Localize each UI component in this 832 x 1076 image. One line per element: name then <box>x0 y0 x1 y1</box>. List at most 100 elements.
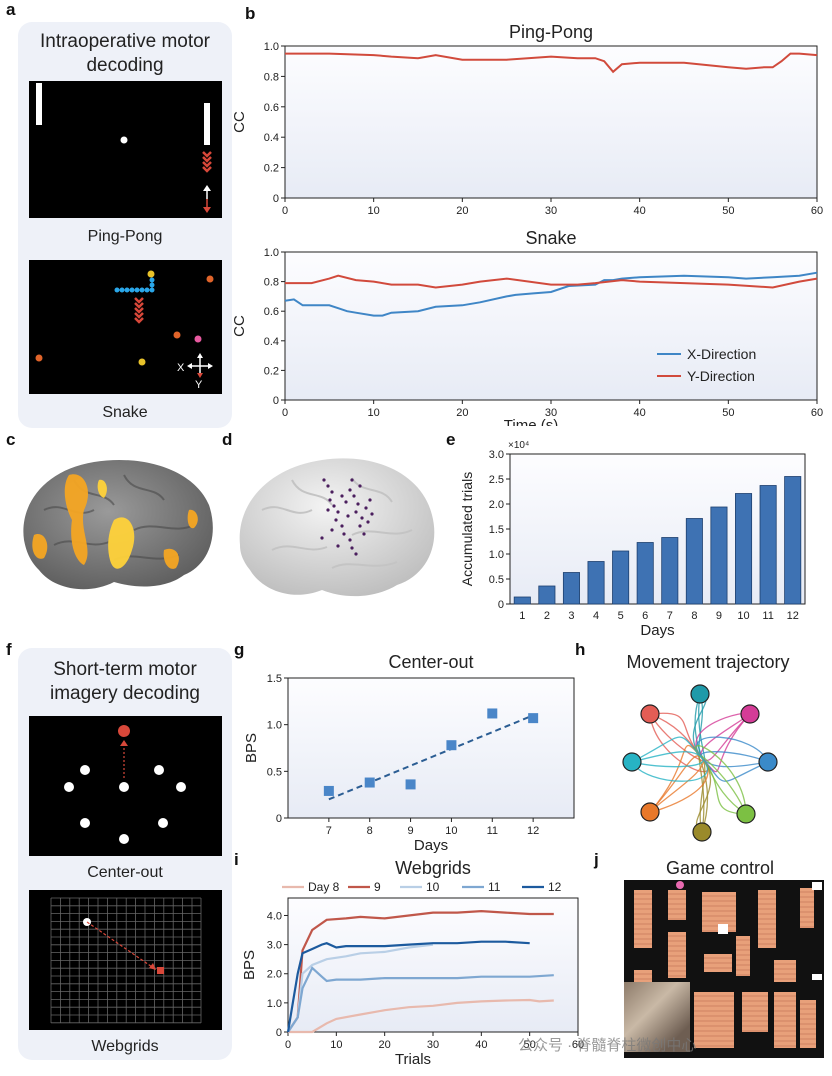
point-day-8 <box>364 777 375 788</box>
panel-label-e: e <box>446 430 456 449</box>
x-tick-label: 10 <box>737 610 749 622</box>
x-tick-label: 11 <box>762 610 773 622</box>
trajectory-path <box>649 712 703 759</box>
x-axis-label: Time (s) <box>504 417 558 426</box>
target-circle <box>758 752 778 772</box>
bar-day-3 <box>562 572 580 605</box>
x-tick-label: 20 <box>456 407 468 419</box>
center-out-targets <box>64 765 186 844</box>
x-tick-label: 8 <box>367 825 373 837</box>
ping-pong-screen <box>29 81 222 218</box>
bar-day-1 <box>513 596 531 605</box>
y-tick-label: 0 <box>276 813 282 825</box>
fruit-icons <box>35 270 214 366</box>
y-axis-label: BPS <box>241 950 258 980</box>
target-cell <box>157 967 164 974</box>
x-tick-label: 50 <box>722 205 734 217</box>
x-tick-label: 30 <box>545 205 557 217</box>
right-paddle <box>204 103 210 145</box>
y-multiplier: ×10⁴ <box>508 440 529 451</box>
y-tick-label: 3.0 <box>267 940 282 952</box>
legend-label: 10 <box>426 880 440 894</box>
bar-day-5 <box>612 550 630 605</box>
y-tick-label: 0.5 <box>489 574 504 586</box>
y-tick-label: 0.5 <box>267 766 282 778</box>
panel-label-d: d <box>222 430 233 449</box>
plot-area <box>284 45 818 199</box>
point-day-11 <box>487 708 498 719</box>
panel-label-a: a <box>6 0 16 19</box>
snake-caption: Snake <box>102 404 148 421</box>
bar-day-6 <box>636 542 654 605</box>
panel-label-j: j <box>594 850 599 869</box>
plot-area <box>287 897 579 1033</box>
down-chevrons-icon <box>202 151 212 173</box>
y-tick-label: 4.0 <box>267 910 282 922</box>
y-axis-label: CC <box>231 111 248 133</box>
x-tick-label: 7 <box>667 610 673 622</box>
x-tick-label: 2 <box>544 610 550 622</box>
snake-down-chevrons-icon <box>134 297 144 324</box>
center-out-caption: Center-out <box>87 864 163 881</box>
y-tick-label: 0.8 <box>264 277 279 289</box>
panel-label-g: g <box>234 640 245 659</box>
webgrids-screen <box>29 890 222 1030</box>
y-tick-label: 1.0 <box>489 549 504 561</box>
snake-screen: X Y <box>29 260 222 394</box>
bar-day-7 <box>661 537 679 605</box>
trajectory-path <box>701 757 769 782</box>
point-day-10 <box>446 740 457 751</box>
y-tick-label: 2.5 <box>489 474 504 486</box>
x-tick-label: 40 <box>634 407 646 419</box>
series-x-direction <box>284 271 818 317</box>
panel-h-title: Movement trajectory <box>626 652 790 672</box>
panel-b-charts: Ping-Pong CC 0 0.2 0.4 0.6 0.8 1.0 0 10 20 30 40 50 60… <box>231 22 823 426</box>
x-tick-label: 1 <box>519 610 525 622</box>
y-tick-label: 1.0 <box>267 720 282 732</box>
x-tick-label: 4 <box>593 610 599 622</box>
point-day-9 <box>405 779 416 790</box>
x-tick-label: 0 <box>282 205 288 217</box>
webgrids-grid <box>50 897 202 1024</box>
x-axis-label: Days <box>640 622 674 639</box>
active-target <box>118 725 130 737</box>
y-tick-label: 0 <box>273 395 279 407</box>
legend-label: 12 <box>548 880 562 894</box>
up-arrow-icon <box>120 740 128 746</box>
series-12 <box>286 940 530 1033</box>
legend-label-x: X-Direction <box>687 346 756 362</box>
series-y-direction <box>285 52 818 74</box>
x-tick-label: 5 <box>618 610 624 622</box>
x-tick-label: 0 <box>282 407 288 419</box>
panel-label-c: c <box>6 430 16 449</box>
y-tick-label: 0.6 <box>264 306 279 318</box>
watermark: 公众号 · 脊髓脊柱微创中心 <box>518 1037 697 1054</box>
y-tick-label: 1.5 <box>489 524 504 536</box>
x-tick-label: 10 <box>368 407 380 419</box>
legend-label: 11 <box>488 880 501 894</box>
snake-body <box>114 277 155 293</box>
panel-j-title: Game control <box>665 858 775 878</box>
x-tick-label: 10 <box>445 825 457 837</box>
target-circle <box>690 684 710 704</box>
center-out-screen <box>29 716 222 856</box>
webgrids-bps-chart: Webgrids BPS 0 1.0 2.0 3.0 4.0 0 10 20 30 40 50 60 Tri… <box>241 858 584 1068</box>
maze-wall <box>694 992 734 1048</box>
trajectory-path <box>631 751 703 763</box>
xy-arrows-icon: X Y <box>177 353 213 391</box>
y-tick-label: 3.0 <box>489 449 504 461</box>
snake-cc-chart: Snake CC 0 0.2 0.4 0.6 0.8 1.0 0 10 20 30 40 50 60 Time… <box>231 228 823 426</box>
chart-title: Webgrids <box>395 858 471 878</box>
activation-blobs <box>32 474 198 569</box>
target-circle <box>740 704 760 724</box>
maze-wall <box>800 888 814 928</box>
panel-label-f: f <box>6 640 12 659</box>
center-out-bps-chart: Center-out BPS 0 0.5 1.0 1.5 7 8 9 10 11 12 Days <box>243 652 575 854</box>
x-tick-label: 10 <box>330 1039 342 1051</box>
x-tick-label: 0 <box>285 1039 291 1051</box>
y-tick-label: 0 <box>273 193 279 205</box>
x-tick-label: 40 <box>634 205 646 217</box>
pixelated-video-inset <box>624 982 690 1052</box>
panel-label-b: b <box>245 4 256 23</box>
movement-trajectory-plot <box>622 684 778 842</box>
